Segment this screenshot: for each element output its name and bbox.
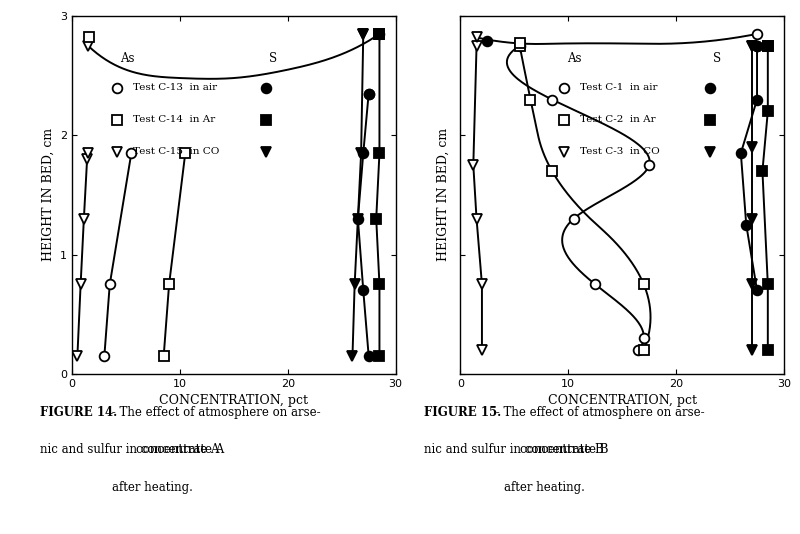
Y-axis label: HEIGHT IN BED, cm: HEIGHT IN BED, cm: [437, 128, 450, 262]
Text: concentrate B: concentrate B: [520, 443, 604, 456]
Y-axis label: HEIGHT IN BED, cm: HEIGHT IN BED, cm: [42, 128, 54, 262]
Text: S: S: [270, 52, 278, 66]
Text: FIGURE 14.: FIGURE 14.: [40, 406, 118, 419]
X-axis label: CONCENTRATION, pct: CONCENTRATION, pct: [548, 394, 697, 407]
Text: - The effect of atmosphere on arse-: - The effect of atmosphere on arse-: [108, 406, 321, 419]
Text: FIGURE 15.: FIGURE 15.: [424, 406, 502, 419]
Text: - The effect of atmosphere on arse-: - The effect of atmosphere on arse-: [492, 406, 705, 419]
Text: Test C-15  in CO: Test C-15 in CO: [134, 147, 220, 156]
Text: after heating.: after heating.: [504, 481, 585, 493]
Text: after heating.: after heating.: [112, 481, 193, 493]
Text: nic and sulfur in concentrate A: nic and sulfur in concentrate A: [40, 443, 224, 456]
Text: Test C-14  in Ar: Test C-14 in Ar: [134, 115, 216, 124]
Text: Test C-1  in air: Test C-1 in air: [580, 83, 658, 92]
Text: Test C-3  in CO: Test C-3 in CO: [580, 147, 660, 156]
Text: concentrate A: concentrate A: [136, 443, 219, 456]
Text: S: S: [713, 52, 721, 66]
Text: As: As: [567, 52, 582, 66]
Text: As: As: [121, 52, 135, 66]
Text: Test C-2  in Ar: Test C-2 in Ar: [580, 115, 656, 124]
X-axis label: CONCENTRATION, pct: CONCENTRATION, pct: [159, 394, 308, 407]
Text: Test C-13  in air: Test C-13 in air: [134, 83, 218, 92]
Text: nic and sulfur in concentrate B: nic and sulfur in concentrate B: [424, 443, 609, 456]
